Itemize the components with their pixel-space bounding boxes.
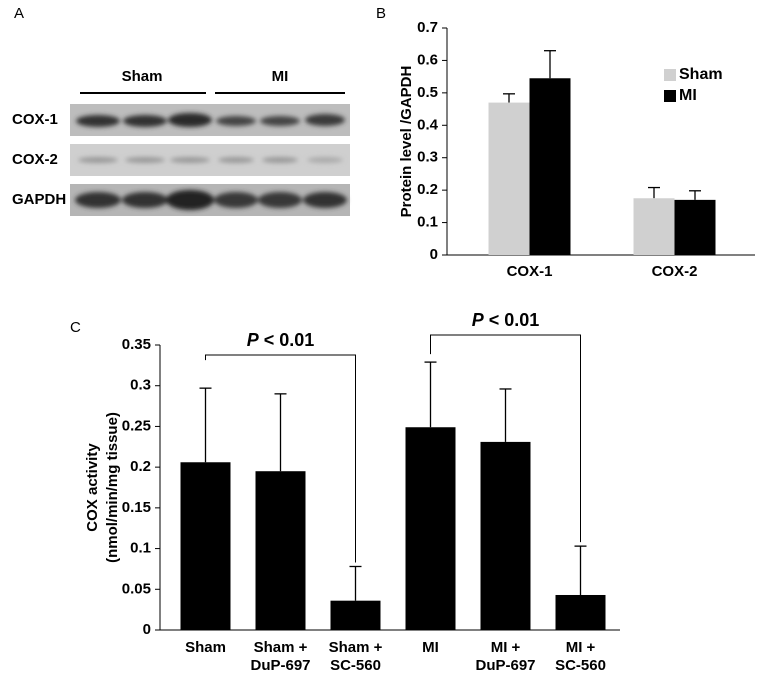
legend-label: Sham	[679, 66, 723, 83]
y-tick-label: 0.05	[122, 580, 151, 597]
legend-label: MI	[679, 87, 697, 104]
y-tick-label: 0.3	[130, 377, 151, 394]
annotation: P < 0.01	[247, 330, 315, 350]
y-tick-label: 0.2	[417, 181, 438, 198]
y-tick-label: 0.1	[130, 540, 151, 557]
y-axis-label: COX activity	[84, 443, 101, 532]
x-tick-label: MI + SC-560	[555, 639, 606, 674]
blot: Sham MI COX-1 COX-2 GAPDH	[12, 68, 350, 216]
y-tick-label: 0.7	[417, 19, 438, 36]
bar	[405, 427, 456, 630]
panel-label: B	[376, 5, 386, 22]
panel-label: C	[70, 319, 81, 336]
y-tick-label: 0.2	[130, 458, 151, 475]
y-tick-label: 0.25	[122, 417, 151, 434]
bar	[330, 600, 381, 630]
x-tick-label: COX-1	[507, 263, 553, 280]
y-axis-label: Protein level /GAPDH	[398, 66, 415, 218]
y-tick-label: 0.3	[417, 149, 438, 166]
y-tick-label: 0.15	[122, 499, 151, 516]
annotation-text: < 0.01	[264, 330, 315, 350]
row-label: COX-1	[12, 111, 58, 128]
x-tick-label: COX-2	[652, 263, 698, 280]
row-label: GAPDH	[12, 191, 66, 208]
annotation-text: < 0.01	[489, 310, 540, 330]
bar	[555, 594, 606, 630]
y-tick-label: 0	[143, 621, 151, 638]
bar	[633, 198, 675, 255]
x-tick-label: Sham + DuP-697	[250, 639, 310, 674]
group-label: Sham	[122, 68, 163, 85]
bracket	[205, 354, 356, 563]
bar	[674, 199, 716, 255]
bar	[480, 441, 531, 630]
x-tick-label: Sham	[185, 639, 226, 656]
panel-label: A	[14, 5, 24, 22]
annotation-italic: P	[472, 310, 485, 330]
x-tick-label: MI	[422, 639, 439, 656]
group-label: MI	[272, 68, 289, 85]
bracket	[430, 334, 581, 543]
bar	[255, 471, 306, 630]
y-tick-label: 0.6	[417, 51, 438, 68]
x-tick-label: MI + DuP-697	[475, 639, 535, 674]
y-tick-label: 0	[430, 246, 438, 263]
x-tick-label: Sham + SC-560	[329, 639, 383, 674]
legend-swatch	[664, 90, 676, 102]
y-tick-label: 0.35	[122, 336, 151, 353]
y-axis-label: (nmol/min/mg tissue)	[104, 412, 121, 563]
bar	[180, 462, 231, 630]
row-label: COX-2	[12, 151, 58, 168]
y-tick-label: 0.4	[417, 116, 439, 133]
y-tick-label: 0.5	[417, 84, 438, 101]
bands	[75, 113, 347, 210]
legend-swatch	[664, 69, 676, 81]
y-tick-label: 0.1	[417, 214, 438, 231]
annotation: P < 0.01	[472, 310, 540, 330]
bar	[529, 78, 571, 255]
bar	[488, 102, 530, 255]
annotation-italic: P	[247, 330, 260, 350]
